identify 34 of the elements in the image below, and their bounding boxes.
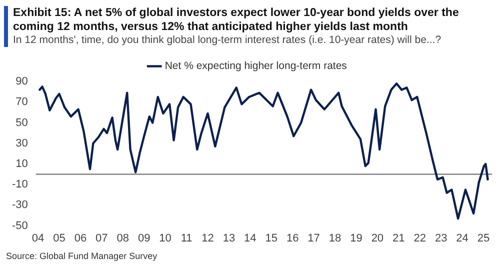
y-tick-label: 30 (16, 137, 28, 150)
x-tick-label: 06 (74, 232, 87, 244)
x-tick-label: 24 (456, 232, 468, 244)
x-tick-label: 11 (180, 232, 192, 244)
chart-subtitle: In 12 months', time, do you think global long-term interest rates (i.e. 10-year rates) will be...? (13, 34, 442, 47)
x-tick-label: 04 (32, 232, 44, 244)
x-tick-label: 14 (244, 232, 256, 244)
source-note: Source: Global Fund Manager Survey (5, 251, 158, 262)
x-tick-label: 15 (265, 232, 278, 244)
y-tick-label: 90 (16, 76, 28, 88)
x-tick-label: 23 (434, 232, 448, 244)
x-tick-label: 09 (138, 232, 150, 244)
y-tick-label: 50 (16, 116, 28, 129)
y-tick-label: 10 (16, 158, 28, 170)
x-tick-label: 08 (116, 232, 129, 244)
y-tick-label: 70 (16, 96, 28, 108)
x-tick-label: 16 (286, 232, 299, 244)
x-tick-label: 25 (477, 232, 490, 244)
x-tick-label: 22 (414, 232, 426, 244)
chart-title: Exhibit 15: A net 5% of global investors expect lower 10-year bond yields over the coming 12 months, versus 12% that anticipated higher yields last month (13, 6, 460, 34)
x-tick-label: 18 (328, 232, 342, 244)
x-tick-label: 07 (96, 232, 108, 244)
x-tick-label: 19 (350, 232, 362, 244)
x-tick-label: 13 (222, 232, 236, 244)
y-tick-label: -30 (12, 199, 28, 212)
x-tick-label: 05 (53, 232, 66, 244)
x-tick-label: 17 (308, 232, 320, 244)
x-tick-label: 20 (371, 232, 384, 244)
y-tick-label: -50 (12, 220, 28, 232)
legend-label: Net % expecting higher long-term rates (164, 60, 347, 72)
y-tick-label: -10 (12, 178, 28, 191)
x-tick-label: 10 (159, 232, 172, 244)
x-tick-label: 12 (202, 232, 214, 244)
x-tick-label: 21 (392, 232, 405, 244)
